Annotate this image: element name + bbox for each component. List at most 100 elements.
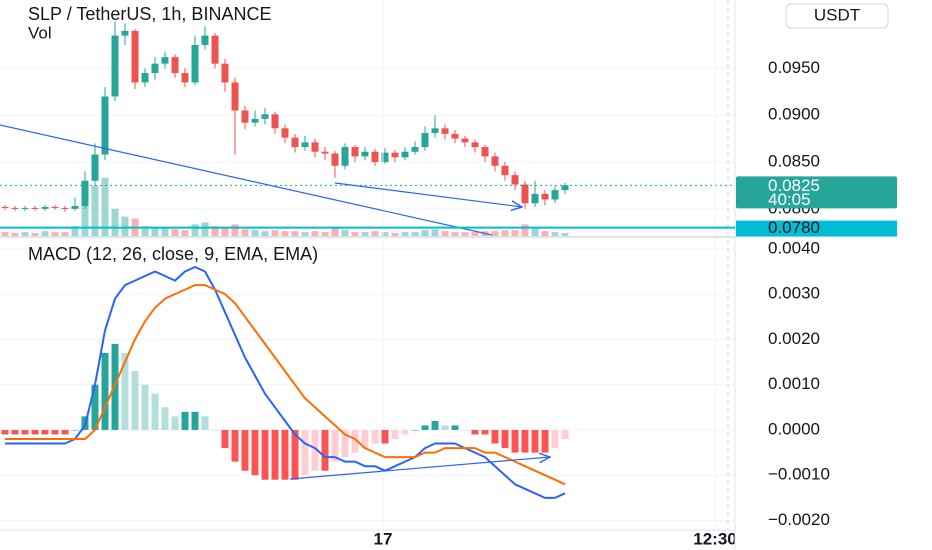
histogram-bar <box>341 429 349 458</box>
histogram-bar <box>521 429 529 453</box>
candle-body <box>371 151 379 163</box>
volume-bar <box>211 226 219 236</box>
y-tick-label: 0.0030 <box>768 284 820 303</box>
candle-body <box>241 110 249 123</box>
candle-body <box>201 35 209 45</box>
histogram-bar <box>421 425 429 430</box>
candle-body <box>81 180 89 207</box>
histogram-bar <box>301 429 309 476</box>
candle-body <box>71 206 79 209</box>
histogram-bar <box>311 429 319 471</box>
candle-body <box>251 118 259 123</box>
volume-bar <box>321 232 329 236</box>
candle-body <box>341 147 349 166</box>
price-line-badge <box>736 220 897 237</box>
histogram-bar <box>141 384 149 430</box>
volume-bar <box>181 230 189 236</box>
y-tick-label: 0.0020 <box>768 329 820 348</box>
histogram-bar <box>131 371 139 430</box>
candle-body <box>11 207 19 209</box>
histogram-bar <box>431 420 439 430</box>
histogram-bar <box>241 429 249 471</box>
volume-bar <box>221 227 229 236</box>
volume-bar <box>31 233 39 236</box>
histogram-bar <box>491 429 499 444</box>
currency-button[interactable] <box>785 3 889 29</box>
candle-body <box>491 156 499 166</box>
candle-body <box>161 57 169 64</box>
candle-body <box>381 152 389 163</box>
macd-line <box>5 284 566 486</box>
volume-bar <box>311 231 319 236</box>
volume-bar <box>251 230 259 236</box>
candle-body <box>301 142 309 148</box>
volume-bar <box>241 229 249 236</box>
histogram-bar <box>371 429 379 444</box>
candle-body <box>551 190 559 200</box>
volume-bar <box>391 233 399 236</box>
histogram-bar <box>1 429 9 435</box>
volume-bar <box>301 232 309 236</box>
countdown-label: 40:05 <box>768 190 811 209</box>
y-tick-label: 0.0900 <box>768 105 820 124</box>
histogram-bar <box>211 429 219 431</box>
histogram-bar <box>401 429 409 435</box>
volume-bar <box>81 202 89 236</box>
volume-bar <box>501 230 509 236</box>
candle-body <box>281 128 289 138</box>
volume-bar <box>41 231 49 236</box>
volume-bar <box>61 232 69 236</box>
candle-body <box>421 132 429 148</box>
histogram-bar <box>511 429 519 453</box>
histogram-bar <box>251 429 259 476</box>
volume-bar <box>51 232 59 236</box>
histogram-bar <box>321 429 329 471</box>
histogram-bar <box>541 429 549 453</box>
volume-bar <box>161 228 169 236</box>
volume-bar <box>191 224 199 236</box>
volume-bar <box>521 224 529 236</box>
macd-title: MACD (12, 26, close, 9, EMA, EMA) <box>28 244 318 264</box>
candle-body <box>271 114 279 129</box>
candle-body <box>311 142 319 152</box>
histogram-bar <box>101 352 109 430</box>
y-tick-label: 0.0010 <box>768 374 820 393</box>
candle-body <box>61 207 69 209</box>
candle-body <box>411 147 419 152</box>
candle-body <box>441 128 449 134</box>
volume-bar <box>291 231 299 236</box>
histogram-bar <box>471 429 479 435</box>
histogram-bar <box>261 429 269 480</box>
volume-bar <box>21 232 29 236</box>
candle-body <box>531 193 539 204</box>
candle-body <box>521 184 529 204</box>
histogram-bar <box>441 425 449 430</box>
histogram-bar <box>561 429 569 440</box>
candle-body <box>181 73 189 83</box>
volume-bar <box>121 216 129 236</box>
volume-bar <box>491 231 499 236</box>
candle-body <box>131 30 139 83</box>
histogram-bar <box>481 429 489 435</box>
histogram-bar <box>11 429 19 435</box>
histogram-bar <box>231 429 239 462</box>
candle-body <box>511 175 519 185</box>
volume-bar <box>171 229 179 236</box>
y-tick-label: 0.0000 <box>768 419 820 438</box>
histogram-bar <box>91 384 99 430</box>
y-tick-label: 0.0040 <box>768 238 820 257</box>
candle-body <box>351 147 359 157</box>
histogram-bar <box>201 416 209 430</box>
candle-body <box>171 57 179 74</box>
y-tick-label: 0.0850 <box>768 152 820 171</box>
volume-bar <box>111 208 119 236</box>
volume-bar <box>201 222 209 236</box>
last-price-label: 0.0825 <box>768 176 820 195</box>
volume-bar <box>451 232 459 236</box>
currency-label[interactable]: USDT <box>814 5 860 24</box>
chart-title: SLP / TetherUS, 1h, BINANCE <box>28 4 271 24</box>
histogram-bar <box>51 429 59 435</box>
candle-body <box>431 128 439 133</box>
candle-body <box>91 154 99 181</box>
